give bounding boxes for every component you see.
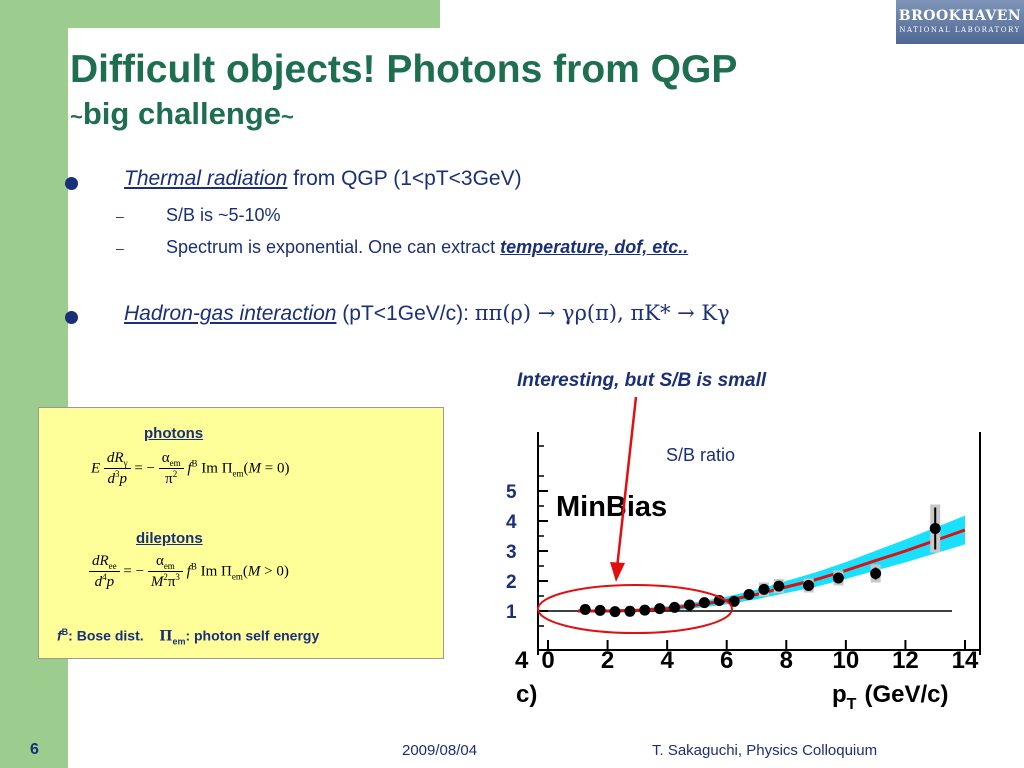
x-tick-label: 0 xyxy=(541,647,554,674)
low-pt-highlight-circle xyxy=(537,584,733,634)
bullet-2: Hadron-gas interaction (pT<1GeV/c): ππ(ρ… xyxy=(124,301,730,326)
bullet-dot-1 xyxy=(65,177,78,190)
data-point xyxy=(832,572,844,584)
bullet-1-sub-1: S/B is ~5-10% xyxy=(166,205,281,225)
page-number: 6 xyxy=(30,741,39,758)
data-point xyxy=(870,568,882,579)
pi-description: : photon self energy xyxy=(185,627,320,644)
footer-author: T. Sakaguchi, Physics Colloquium xyxy=(652,742,878,759)
x-axis-label: pT (GeV/c) xyxy=(832,681,948,713)
data-point xyxy=(594,604,606,616)
data-point xyxy=(728,595,740,607)
annotation-arrow xyxy=(615,396,638,569)
data-point xyxy=(609,606,621,618)
y-tick-label: 3 xyxy=(506,542,517,563)
uncertainty-band xyxy=(577,515,965,613)
logo-subtitle: NATIONAL LABORATORY xyxy=(899,26,1021,34)
data-point xyxy=(624,605,636,617)
data-point xyxy=(579,604,591,615)
tilde-left: ~ xyxy=(70,104,83,129)
fb-superscript: B xyxy=(61,627,69,637)
bullet-1-term: Thermal radiation xyxy=(124,167,288,190)
fb-symbol: f xyxy=(57,627,62,644)
bullet-2-term: Hadron-gas interaction xyxy=(124,302,337,325)
data-point xyxy=(698,597,710,609)
x-tick-label: 10 xyxy=(833,647,860,674)
bullet-1-text: from QGP (1<pT<3GeV) xyxy=(287,167,522,190)
top-green-bar xyxy=(68,0,440,28)
pi-symbol: Π xyxy=(159,628,173,645)
photons-label: photons xyxy=(144,425,204,442)
x-axis-label-unit: (GeV/c) xyxy=(864,681,948,708)
clipped-left-label: c) xyxy=(516,681,537,708)
data-point xyxy=(669,601,681,613)
annotation-text: Interesting, but S/B is small xyxy=(517,370,767,391)
fb-description: : Bose dist. xyxy=(68,627,144,644)
y-tick-label: 5 xyxy=(506,482,517,503)
data-point xyxy=(773,580,785,592)
tilde-right: ~ xyxy=(280,104,294,129)
x-tick-label: 6 xyxy=(720,647,733,674)
footer-date: 2009/08/04 xyxy=(402,742,478,759)
x-tick-label: 8 xyxy=(780,647,793,674)
subtitle-text: big challenge xyxy=(82,96,281,131)
bullet-2-text: (pT<1GeV/c): xyxy=(336,302,475,325)
x-tick-label: 12 xyxy=(892,647,919,674)
y-tick-label: 4 xyxy=(506,512,517,533)
pi-subscript: em xyxy=(172,636,186,647)
x-tick-label: 2 xyxy=(601,647,614,674)
clipped-left-tick: 4 xyxy=(515,647,529,674)
x-axis-label-sub: T xyxy=(847,696,857,713)
bullet-1-sub-2-text: Spectrum is exponential. One can extract xyxy=(166,237,501,257)
formula-box: photons E dRγ d3p = − αem π2 fB Im Πem(M =… xyxy=(38,407,444,659)
bullet-1: Thermal radiation from QGP (1<pT<3GeV) xyxy=(124,167,522,191)
chart-title: S/B ratio xyxy=(666,445,735,465)
annotation-arrowhead xyxy=(610,562,625,582)
dash-2: – xyxy=(116,240,124,256)
x-tick-label: 14 xyxy=(952,647,979,674)
bullet-1-sub-2-emphasis: temperature, dof, etc.. xyxy=(500,237,689,257)
bullet-dot-2 xyxy=(65,311,78,324)
data-point xyxy=(929,523,941,534)
photon-rate-equation: E dRγ d3p = − αem π2 fB Im Πem(M = 0) xyxy=(91,450,290,487)
data-point xyxy=(758,583,770,595)
data-point xyxy=(654,603,666,615)
bnl-logo: BROOKHAVEN NATIONAL LABORATORY xyxy=(896,0,1024,44)
bullet-2-reaction: ππ(ρ) → γρ(π), πK* → Kγ xyxy=(474,301,730,325)
data-point xyxy=(683,599,695,611)
x-axis-label-p: p xyxy=(832,681,847,708)
logo-name: BROOKHAVEN xyxy=(898,8,1022,24)
chart-legend-minbias: MinBias xyxy=(556,491,667,523)
slide-subtitle: ~big challenge~ xyxy=(70,96,294,132)
data-point xyxy=(743,589,755,600)
data-point xyxy=(639,604,651,616)
dash-1: – xyxy=(116,208,124,224)
y-tick-label: 2 xyxy=(506,572,517,593)
y-tick-label: 1 xyxy=(506,602,517,623)
slide-title: Difficult objects! Photons from QGP xyxy=(70,48,738,91)
bullet-1-sub-2: Spectrum is exponential. One can extract… xyxy=(166,237,688,258)
dileptons-label: dileptons xyxy=(136,530,203,547)
x-tick-label: 4 xyxy=(660,647,674,674)
dilepton-rate-equation: dRee d4p = − αem M2π3 fB Im Πem(M > 0) xyxy=(89,553,289,591)
formula-legend: fB: Bose dist. Πem: photon self energy xyxy=(57,627,319,646)
data-point xyxy=(803,580,815,591)
